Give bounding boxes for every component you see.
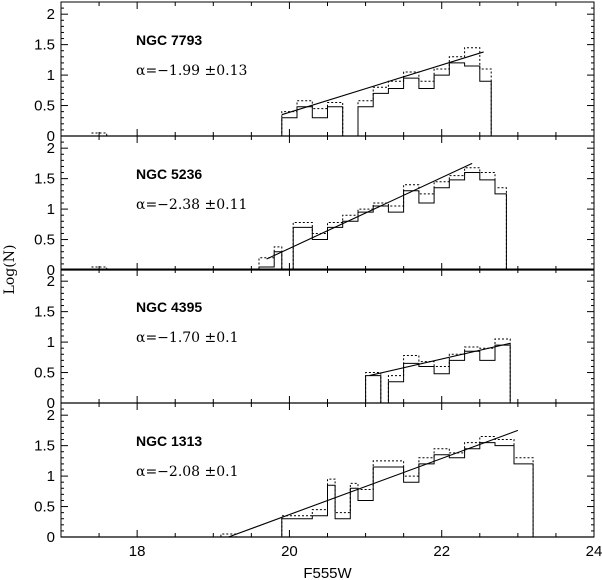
y-tick-label: 0 (47, 529, 55, 546)
panel-title: NGC 7793 (136, 32, 202, 48)
x-tick-label: 24 (586, 543, 602, 560)
power-law-fit-line (228, 429, 519, 538)
alpha-label: α=−2.08 ±0.1 (136, 464, 239, 480)
histogram-dotted (91, 167, 507, 271)
alpha-label: α=−2.38 ±0.11 (136, 197, 247, 213)
power-law-fit-line (369, 342, 511, 377)
y-tick-label: 1.5 (34, 304, 55, 321)
x-tick-label: 22 (433, 543, 450, 560)
ylabel: Log(N) (2, 245, 18, 295)
y-tick-label: 1 (47, 201, 55, 218)
histogram-solid (281, 442, 534, 537)
x-tick-label: 20 (281, 543, 298, 560)
y-tick-label: 0.5 (34, 499, 55, 516)
y-tick-label: 2 (47, 6, 55, 23)
power-law-fit-line (281, 51, 484, 116)
panel-title: NGC 4395 (136, 299, 202, 315)
histogram-dotted (251, 338, 511, 404)
y-tick-label: 2 (47, 140, 55, 157)
y-tick-label: 0 (47, 262, 55, 279)
y-tick-label: 0 (47, 395, 55, 412)
y-tick-label: 1.5 (34, 438, 55, 455)
histogram-dotted (213, 436, 534, 538)
panel-title: NGC 5236 (136, 166, 202, 182)
y-tick-label: 0.5 (34, 98, 55, 115)
y-tick-label: 1 (47, 67, 55, 84)
histogram-solid (258, 172, 507, 271)
y-tick-label: 2 (47, 273, 55, 290)
alpha-label: α=−1.99 ±0.13 (136, 63, 247, 79)
alpha-label: α=−1.70 ±0.1 (136, 330, 239, 346)
y-tick-label: 1.5 (34, 37, 55, 54)
y-tick-label: 0.5 (34, 365, 55, 382)
power-law-fit-line (266, 162, 473, 260)
y-tick-label: 1 (47, 468, 55, 485)
y-tick-label: 0.5 (34, 232, 55, 249)
y-tick-label: 1.5 (34, 171, 55, 188)
y-tick-label: 2 (47, 407, 55, 424)
histogram-solid (365, 344, 511, 404)
panel-title: NGC 1313 (136, 433, 202, 449)
histogram-dotted (91, 47, 492, 137)
y-tick-label: 1 (47, 334, 55, 351)
histogram-solid (281, 62, 492, 137)
xlabel: F555W (303, 565, 352, 580)
y-tick-label: 0 (47, 128, 55, 145)
x-tick-label: 18 (129, 543, 146, 560)
